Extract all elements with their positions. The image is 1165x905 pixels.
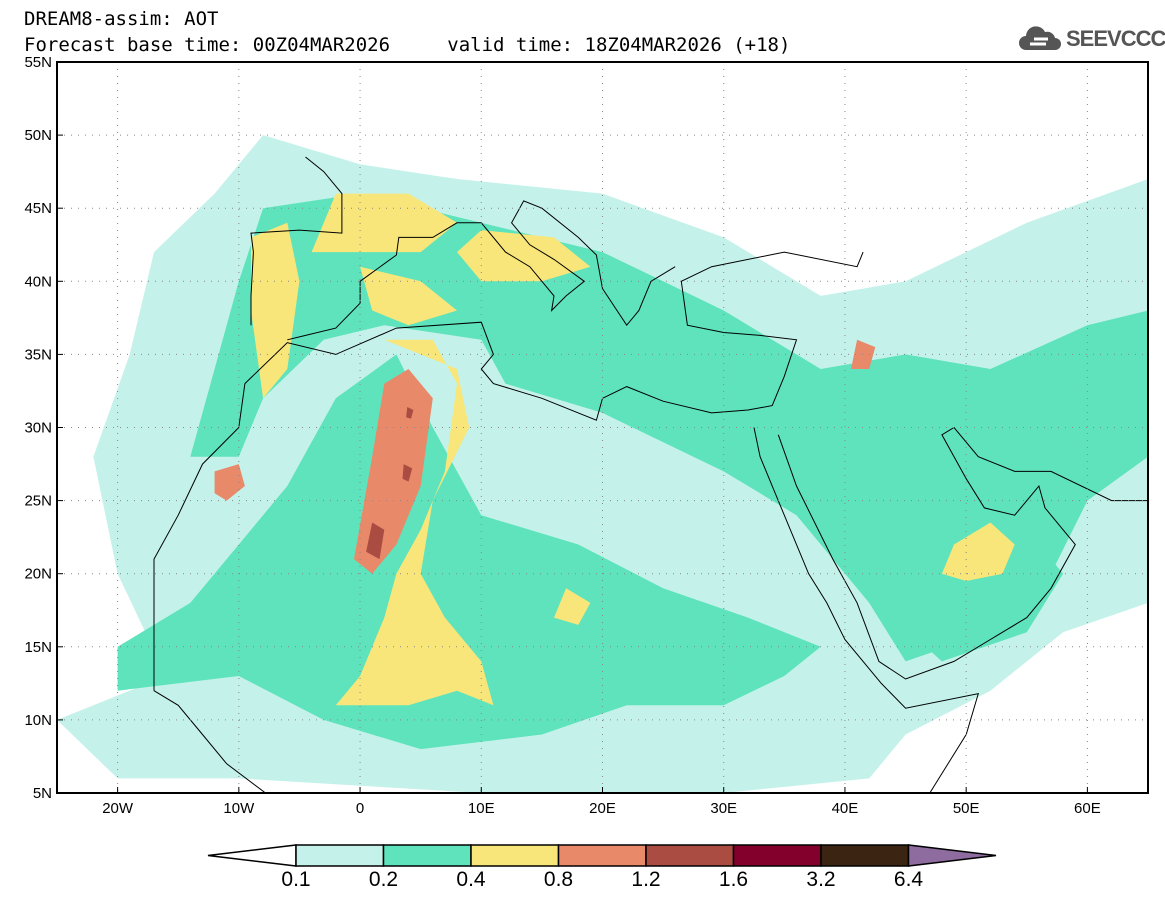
- logo-text: SEEVCCC: [1066, 26, 1165, 51]
- colorbar-label: 1.6: [718, 868, 749, 891]
- lat-label: 35N: [24, 346, 52, 363]
- seevccc-logo: SEEVCCC: [1018, 24, 1165, 54]
- colorbar: [207, 844, 997, 867]
- colorbar-label: 0.4: [456, 868, 486, 891]
- lon-label: 30E: [710, 800, 737, 817]
- colorbar-under-arrow: [207, 844, 297, 867]
- lat-label: 10N: [24, 712, 52, 729]
- aot-field: [57, 135, 1148, 793]
- lat-label: 5N: [33, 785, 52, 802]
- aot-0.4-region: [360, 266, 457, 326]
- base-time: Forecast base time: 00Z04MAR2026: [24, 34, 391, 56]
- colorbar-segment: [295, 844, 385, 867]
- lon-label: 40E: [832, 800, 859, 817]
- coast-iberia-atlantic: [250, 156, 343, 326]
- aot-0.8-region: [354, 369, 433, 574]
- aot-0.4-region: [554, 588, 591, 625]
- colorbar-label: 1.2: [631, 868, 661, 891]
- lat-label: 20N: [24, 566, 52, 583]
- colorbar-label: 3.2: [806, 868, 836, 891]
- lon-label: 0: [356, 800, 364, 817]
- colorbar-label: 0.2: [368, 868, 399, 891]
- coast-west-africa: [153, 690, 267, 793]
- aot-0.2-region: [844, 427, 1064, 662]
- aot-0.4-region: [941, 522, 1015, 581]
- colorbar-over-arrow: [907, 844, 997, 867]
- map-frame: [56, 61, 1149, 794]
- colorbar-label: 0.8: [543, 868, 574, 891]
- colorbar-segment: [382, 844, 472, 867]
- aot-0.4-region: [457, 230, 591, 282]
- colorbar-segment: [732, 844, 822, 867]
- colorbar-segment: [820, 844, 910, 867]
- coast-red-sea-africa: [753, 427, 980, 793]
- lat-label: 55N: [24, 54, 52, 71]
- lon-label: 20E: [589, 800, 616, 817]
- aot-0.4-region: [335, 339, 494, 706]
- lat-label: 15N: [24, 639, 52, 656]
- aot-1.2-region: [406, 407, 414, 419]
- aot-0.8-region: [851, 339, 876, 369]
- lon-label: 60E: [1074, 800, 1101, 817]
- aot-0.4-region: [251, 222, 300, 399]
- coast-arabia: [777, 426, 1148, 680]
- aot-0.2-region: [117, 354, 821, 750]
- colorbar-label: 0.1: [281, 868, 311, 891]
- map-title: DREAM8-assim: AOT: [24, 8, 219, 30]
- forecast-times: Forecast base time: 00Z04MAR2026 valid t…: [24, 34, 790, 56]
- colorbar-segment: [470, 844, 560, 867]
- aot-0.8-region: [214, 464, 245, 501]
- lat-label: 50N: [24, 127, 52, 144]
- lon-label: 10W: [223, 800, 255, 817]
- lat-label: 30N: [24, 420, 52, 437]
- colorbar-segment: [645, 844, 735, 867]
- aot-1.2-region: [402, 464, 413, 482]
- lat-label: 45N: [24, 200, 52, 217]
- cloud-icon: [1019, 26, 1061, 50]
- coast-africa-med: [153, 251, 864, 691]
- lat-label: 25N: [24, 493, 52, 510]
- aot-1.2-region: [366, 522, 385, 560]
- lon-label: 10E: [468, 800, 495, 817]
- valid-time: valid time: 18Z04MAR2026 (+18): [447, 34, 791, 56]
- colorbar-segment: [557, 844, 647, 867]
- lat-label: 40N: [24, 273, 52, 290]
- gridlines: [57, 61, 1148, 794]
- coast-europe-med: [287, 200, 676, 341]
- lon-label: 50E: [953, 800, 980, 817]
- lon-label: 20W: [102, 800, 134, 817]
- coastlines: [153, 156, 1148, 793]
- colorbar-label: 6.4: [893, 868, 924, 891]
